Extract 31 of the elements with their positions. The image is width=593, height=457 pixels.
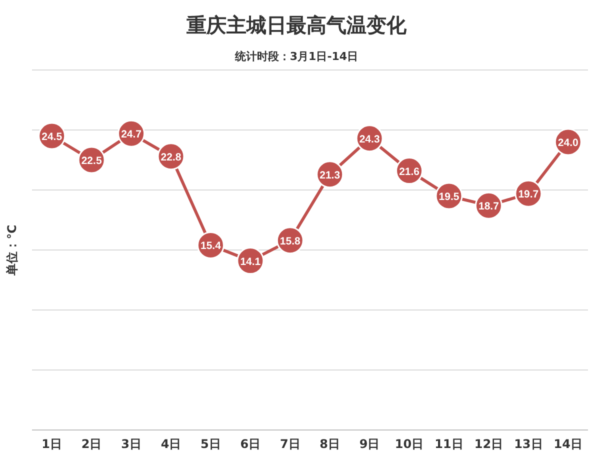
- x-tick-label: 4日: [160, 437, 182, 451]
- y-axis-title: 单位：℃: [5, 224, 19, 276]
- x-tick-label: 12日: [474, 437, 504, 451]
- data-label: 15.8: [280, 235, 301, 248]
- x-tick-label: 3日: [121, 437, 142, 451]
- x-tick-label: 11日: [434, 437, 464, 451]
- data-label: 18.7: [478, 200, 500, 213]
- x-tick-label: 6日: [240, 437, 261, 451]
- data-label: 24.0: [558, 137, 579, 149]
- data-label: 15.4: [200, 240, 222, 252]
- data-label: 24.5: [42, 131, 62, 143]
- data-label: 22.5: [81, 155, 102, 167]
- x-tick-label: 8日: [320, 437, 340, 451]
- data-label: 24.3: [359, 133, 380, 146]
- data-label: 21.6: [399, 166, 420, 178]
- x-tick-label: 14日: [554, 437, 582, 451]
- data-label: 19.7: [518, 188, 539, 201]
- data-label: 19.5: [438, 191, 460, 203]
- x-tick-label: 9日: [359, 437, 380, 451]
- data-label: 14.1: [240, 256, 261, 268]
- x-tick-label: 1日: [42, 437, 62, 451]
- chart-title: 重庆主城日最高气温变化: [186, 13, 408, 37]
- chart-subtitle: 统计时段：3月1日-14日: [234, 50, 358, 63]
- x-tick-label: 2日: [81, 437, 102, 451]
- x-tick-label: 7日: [280, 437, 300, 451]
- x-tick-label: 10日: [394, 437, 424, 451]
- x-tick-label: 13日: [514, 437, 543, 451]
- data-label: 24.7: [121, 128, 142, 141]
- x-tick-label: 5日: [200, 437, 221, 451]
- data-label: 22.8: [160, 151, 182, 164]
- data-label: 21.3: [320, 169, 340, 182]
